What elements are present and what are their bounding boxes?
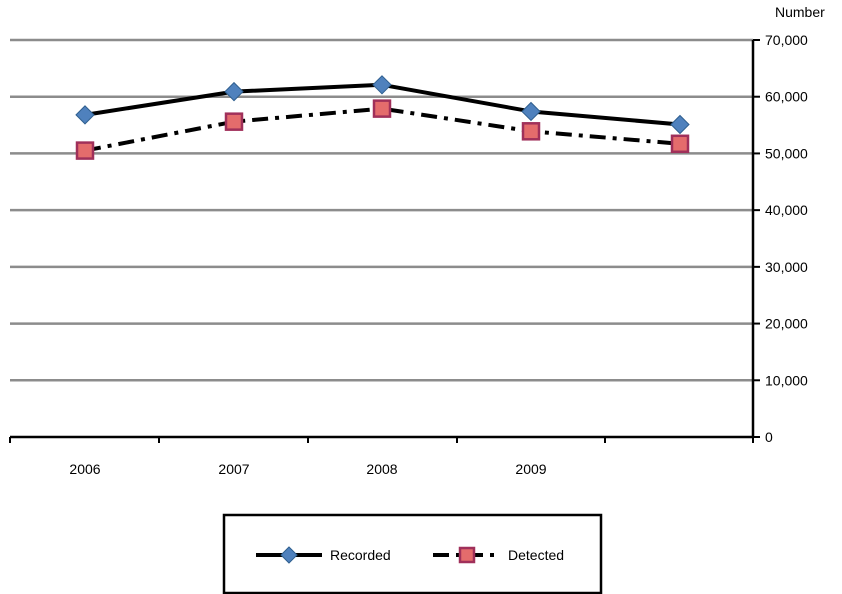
data-point-recorded	[372, 75, 392, 95]
y-axis-title: Number	[775, 4, 825, 20]
x-tick-labels: 2006 2007 2008 2009	[69, 461, 546, 477]
y-tick-label: 30,000	[765, 259, 808, 275]
legend: Recorded Detected	[222, 513, 603, 594]
data-point-recorded	[670, 114, 690, 135]
y-tick-label: 70,000	[765, 32, 808, 48]
legend-label-recorded: Recorded	[330, 547, 391, 563]
y-tick-label: 60,000	[765, 89, 808, 105]
y-tick-label: 50,000	[765, 145, 808, 161]
data-point-detected	[75, 141, 95, 160]
data-point-recorded	[521, 101, 541, 122]
data-point-detected	[372, 99, 392, 118]
y-tick-label: 0	[765, 429, 773, 445]
series-line-detected	[84, 106, 681, 153]
data-point-detected	[521, 122, 541, 141]
data-point-recorded	[224, 81, 244, 102]
data-point-detected	[670, 134, 690, 154]
y-tick-label: 10,000	[765, 372, 808, 388]
gridlines	[10, 38, 753, 382]
legend-label-detected: Detected	[508, 547, 564, 563]
x-tick-label: 2006	[69, 461, 100, 477]
data-point-detected	[224, 112, 244, 131]
legend-marker-recorded	[280, 546, 298, 564]
x-tick-label: 2008	[366, 461, 397, 477]
y-tick-labels: 0 10,000 20,000 30,000 40,000 50,000 60,000 70,…	[765, 32, 808, 445]
y-tick-label: 20,000	[765, 316, 808, 332]
x-tick-label: 2009	[515, 461, 546, 477]
x-tick-label: 2007	[218, 461, 249, 477]
series-lines	[75, 75, 690, 160]
axes	[9, 39, 760, 443]
data-point-recorded	[75, 105, 95, 125]
y-tick-label: 40,000	[765, 202, 808, 218]
legend-marker-detected	[458, 546, 476, 564]
